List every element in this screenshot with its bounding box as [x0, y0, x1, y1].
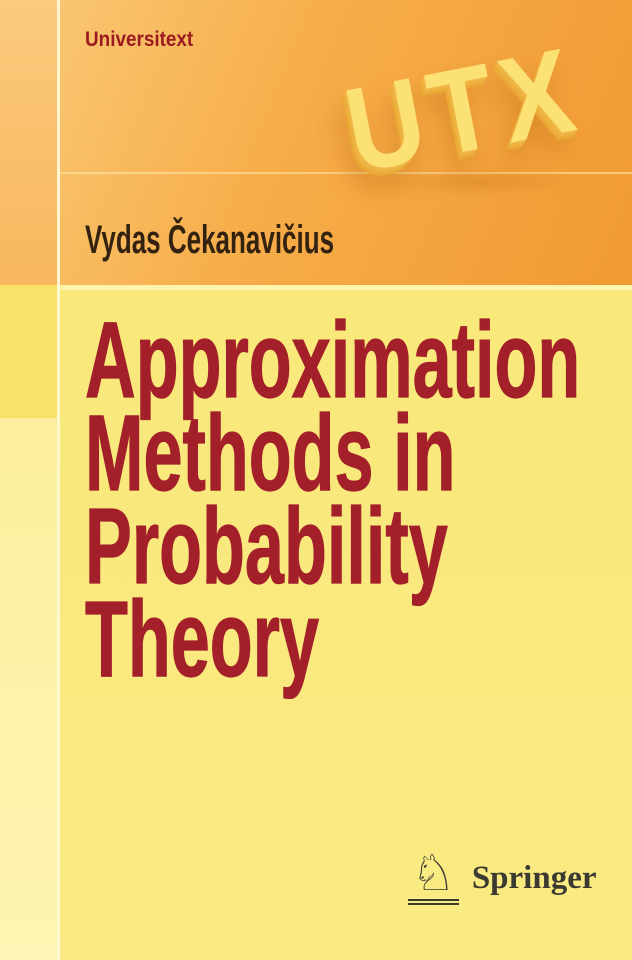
- vertical-divider-line: [57, 0, 60, 960]
- springer-wordmark: Springer: [471, 860, 597, 896]
- book-title: Approximation Methods in Probability The…: [85, 299, 581, 699]
- horizontal-divider-line: [0, 172, 632, 174]
- springer-logo: ♘ Springer: [408, 848, 597, 905]
- title-line: Probability: [85, 485, 449, 606]
- left-rail-orange: [0, 0, 57, 285]
- springer-knight-icon: ♘: [408, 848, 459, 905]
- top-orange-band: [0, 0, 632, 285]
- title-line: Methods in: [85, 392, 456, 513]
- title-line: Approximation: [85, 299, 581, 420]
- left-rail-yellow-dark: [0, 285, 57, 418]
- yellow-section-highlight-line: [0, 285, 632, 290]
- utx-logo-shadow: [380, 170, 580, 194]
- author-name: Vydas Čekanavičius: [85, 218, 335, 262]
- series-label: Universitext: [85, 28, 194, 51]
- title-line: Theory: [85, 578, 320, 699]
- left-rail-yellow-pale: [0, 418, 57, 960]
